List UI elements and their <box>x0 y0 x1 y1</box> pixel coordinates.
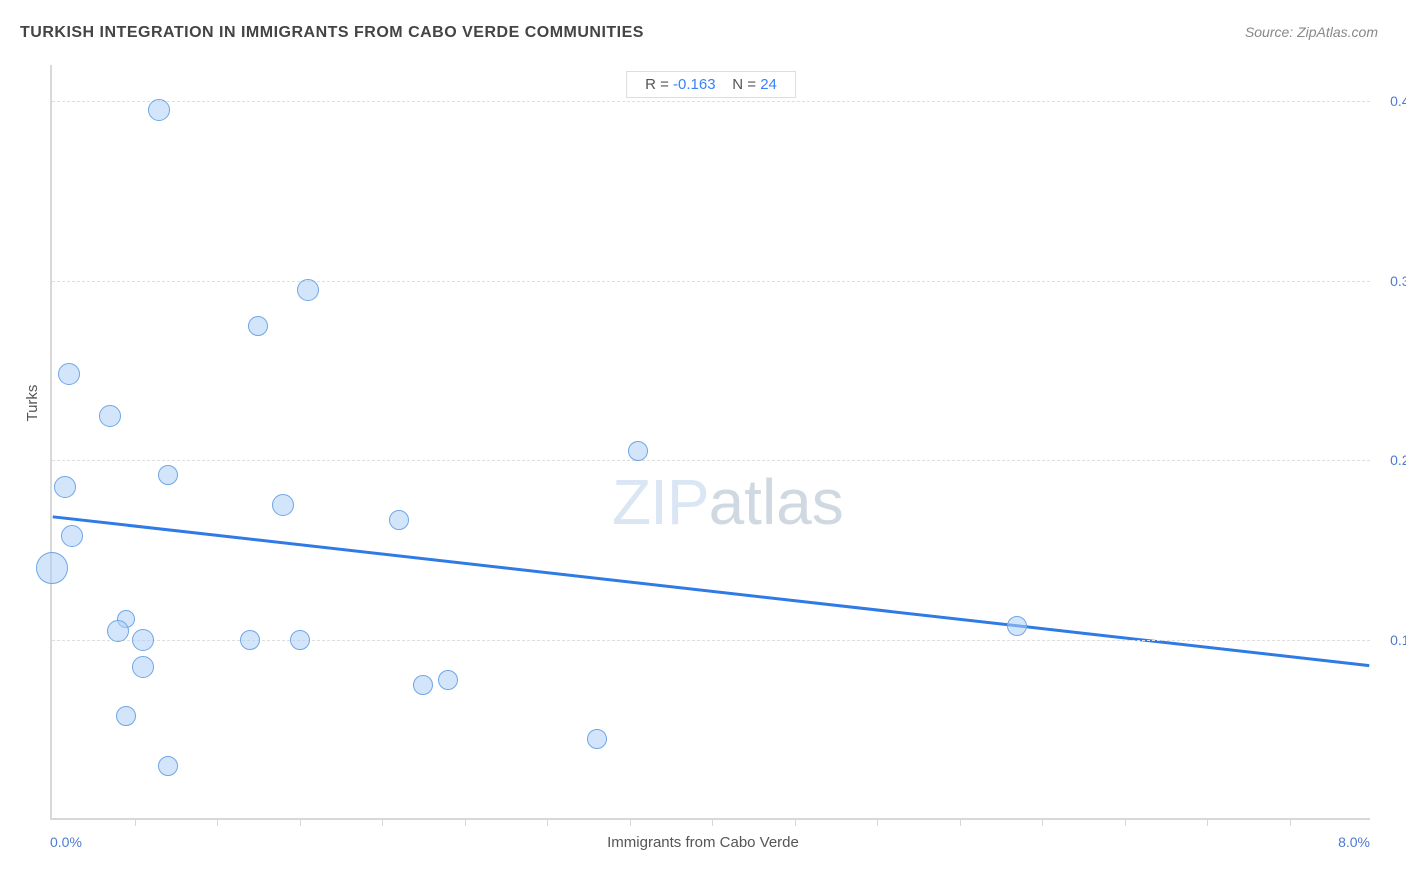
data-point <box>413 675 433 695</box>
x-tick <box>382 818 383 826</box>
y-tick-label: 0.2% <box>1390 452 1406 468</box>
data-point <box>107 620 129 642</box>
y-tick-label: 0.1% <box>1390 632 1406 648</box>
x-tick <box>1125 818 1126 826</box>
x-axis-title: Immigrants from Cabo Verde <box>0 834 1406 851</box>
stats-box: R = -0.163 N = 24 <box>626 71 796 98</box>
r-label: R = <box>645 76 669 93</box>
watermark-atlas: atlas <box>709 466 844 538</box>
source-label: Source: ZipAtlas.com <box>1245 24 1378 40</box>
scatter-chart: R = -0.163 N = 24 ZIPatlas 0.1%0.2%0.3%0… <box>50 65 1370 820</box>
x-max-label: 8.0% <box>1338 834 1370 850</box>
watermark-zip: ZIP <box>612 466 709 538</box>
data-point <box>116 706 136 726</box>
x-tick <box>795 818 796 826</box>
data-point <box>158 756 178 776</box>
data-point <box>132 629 154 651</box>
r-value: -0.163 <box>673 76 716 93</box>
y-tick-label: 0.4% <box>1390 93 1406 109</box>
x-tick <box>135 818 136 826</box>
trend-line <box>52 65 1370 818</box>
data-point <box>54 476 76 498</box>
x-tick <box>547 818 548 826</box>
x-tick <box>877 818 878 826</box>
data-point <box>58 363 80 385</box>
x-tick <box>465 818 466 826</box>
watermark: ZIPatlas <box>612 465 844 539</box>
data-point <box>158 465 178 485</box>
data-point <box>297 279 319 301</box>
y-axis-title: Turks <box>24 385 41 422</box>
chart-title: TURKISH INTEGRATION IN IMMIGRANTS FROM C… <box>20 24 644 42</box>
data-point <box>132 656 154 678</box>
x-tick <box>300 818 301 826</box>
data-point <box>272 494 294 516</box>
data-point <box>389 510 409 530</box>
x-tick <box>217 818 218 826</box>
data-point <box>36 552 68 584</box>
x-tick <box>630 818 631 826</box>
x-tick <box>1207 818 1208 826</box>
x-tick <box>1042 818 1043 826</box>
data-point <box>99 405 121 427</box>
n-label: N = <box>732 76 756 93</box>
y-tick-label: 0.3% <box>1390 273 1406 289</box>
gridline <box>52 101 1370 102</box>
data-point <box>290 630 310 650</box>
data-point <box>628 441 648 461</box>
x-tick <box>960 818 961 826</box>
gridline <box>52 281 1370 282</box>
data-point <box>148 99 170 121</box>
x-tick <box>1290 818 1291 826</box>
data-point <box>438 670 458 690</box>
data-point <box>1007 616 1027 636</box>
data-point <box>61 525 83 547</box>
data-point <box>240 630 260 650</box>
data-point <box>248 316 268 336</box>
gridline <box>52 460 1370 461</box>
x-tick <box>712 818 713 826</box>
n-value: 24 <box>760 76 777 93</box>
data-point <box>587 729 607 749</box>
